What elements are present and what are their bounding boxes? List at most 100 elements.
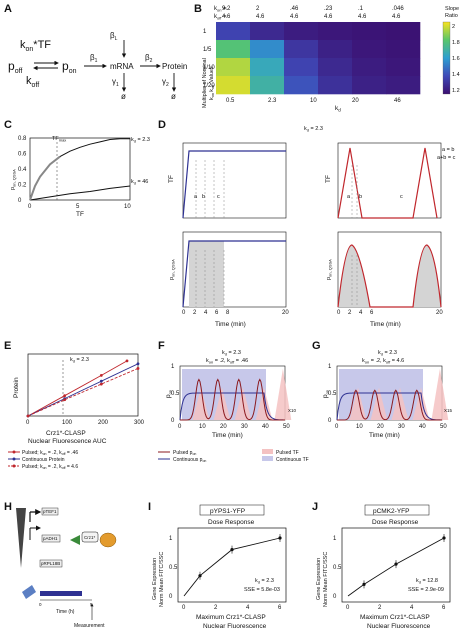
heatmap-cell (318, 76, 353, 95)
j-data-point (362, 582, 366, 587)
panel-f-x10: X10 (288, 408, 297, 413)
panel-g-xlabel: Time (min) (369, 432, 400, 439)
svg-text:konkoffValues: konkoffValues (209, 66, 215, 100)
panel-f-label: F (158, 340, 165, 352)
mrna-label: mRNA (110, 62, 134, 71)
heatmap-cell (216, 58, 251, 77)
panel-e-kd: kd = 2.3 (70, 357, 89, 364)
panel-e-x-tick: 0 (26, 420, 30, 426)
panel-b-label: B (194, 3, 202, 15)
heatmap-cell (250, 58, 285, 77)
colorbar-tick: 1.8 (452, 40, 460, 46)
g-x-tick: 20 (377, 424, 384, 430)
svg-text:0: 0 (39, 602, 42, 607)
ptef1-box (41, 507, 59, 516)
panel-e-x-tick: 100 (62, 420, 73, 426)
heatmap-cell (318, 58, 353, 77)
panel-i-axes (177, 527, 287, 603)
g-x-tick: 0 (335, 424, 339, 430)
panel-d: D kd = 2.3 a = b a+b = c a b c TF a b c … (158, 119, 456, 328)
svg-text:β2: β2 (145, 53, 153, 64)
g-x-tick: 10 (356, 424, 363, 430)
d-pulsed-pon (337, 244, 442, 308)
panel-e-point (26, 414, 30, 418)
panel-j-subtitle: Dose Response (372, 519, 419, 526)
panel-e-xlabel-2: Nuclear Fluorescence AUC (28, 438, 107, 445)
d-pulsed-tf (337, 147, 438, 219)
colorbar-tick: 1.4 (452, 72, 460, 78)
panel-f-continuous-pon (179, 392, 286, 421)
i-fit-line (183, 537, 281, 597)
f-x-tick: 50 (283, 424, 290, 430)
panel-i-label: I (148, 501, 151, 513)
f-x-tick: 20 (220, 424, 227, 430)
heatmap-x-tick: 10 (310, 98, 317, 104)
panel-i-ylabel-1: Gene Expression (152, 558, 158, 600)
kon-symbol: k (20, 39, 26, 51)
d-pon-ylabel-left: pon, QSSA (169, 259, 176, 280)
heatmap-x-tick: 2.3 (268, 98, 277, 104)
heatmap-cell (216, 40, 251, 59)
pulsed-tf-peak (274, 368, 292, 420)
heatmap-cell (318, 22, 353, 41)
heatmap-cell (250, 22, 285, 41)
padh1-label: pADH1 (43, 536, 58, 541)
green-arrow-icon (70, 535, 80, 545)
heatmap-cell (284, 22, 319, 41)
d-continuous-pon (182, 240, 286, 308)
panel-g-title-1: kd = 2.3 (378, 350, 397, 357)
i-data-point (198, 574, 202, 578)
panel-i-y-ticks: 00.51 (169, 536, 178, 600)
panel-c-y-tick: 0.4 (18, 167, 27, 173)
f-x-tick: 10 (199, 424, 206, 430)
d-left-x-tick: 8 (226, 310, 230, 316)
panel-g-x15: X15 (444, 408, 453, 413)
pulsed-tf-peak (431, 368, 449, 420)
panel-c-x-tick: 10 (124, 204, 131, 210)
panel-e-point (99, 374, 103, 377)
panel-c-x-tick: 5 (76, 204, 80, 210)
j-y-tick: 0.5 (333, 565, 342, 571)
j-y-tick: 1 (333, 536, 337, 542)
kon-values-row: 9.2 2 .46 .23 .1 .046 (222, 6, 404, 12)
panel-e-series-line (27, 363, 139, 417)
p-on: pon (62, 59, 77, 75)
colorbar-title: Slope (445, 6, 459, 12)
i-x-tick: 2 (214, 605, 218, 611)
panel-i-sse: SSE = 5.8e-03 (244, 587, 280, 593)
panel-f-pulsed-tf (192, 368, 292, 420)
g-x-tick: 50 (440, 424, 447, 430)
panel-i-xlabel-2: Nuclear Fluorescence (203, 623, 267, 630)
heatmap-cell (352, 22, 387, 41)
panel-c-x-ticks: 0 5 10 (28, 204, 131, 210)
measurement-label: Measurement (74, 623, 105, 629)
panel-f-xlabel: Time (min) (212, 432, 243, 439)
kd-46-label: kd = 46 (131, 179, 148, 186)
heatmap-cell (352, 58, 387, 77)
j-data-point (394, 562, 398, 566)
heatmap-cell (386, 22, 421, 41)
pulsed-tf-peak (391, 387, 409, 420)
d-left-x-tick: 4 (204, 310, 208, 316)
d-right-x-tick: 2 (348, 310, 352, 316)
panel-e-xlabel-1: Crz1*-CLASP (46, 430, 86, 437)
panel-g-label: G (312, 340, 321, 352)
heatmap-cell (318, 40, 353, 59)
panel-c: C TFmax kd = 2.3 kd = 46 0 0.2 0.4 0.6 0.8 0… (4, 119, 150, 218)
panel-e-point (136, 362, 140, 366)
d-right-x-tick: 0 (337, 310, 341, 316)
legend-a-eq-b: a = b (442, 147, 454, 153)
time-label: Time (h) (56, 609, 75, 615)
panel-e-point (125, 359, 129, 363)
panel-g-ylabel: pon (322, 390, 330, 398)
d-left-x-tick: 20 (282, 310, 289, 316)
colorbar (442, 21, 451, 95)
j-fit-line (347, 537, 445, 597)
crz1-label: Crz1* (84, 535, 96, 540)
panel-i-subtitle: Dose Response (208, 519, 255, 526)
heatmap-cell (284, 58, 319, 77)
d-tf-ylabel-right: TF (325, 175, 332, 183)
d-right-x-ticks: 0 2 4 6 20 (337, 310, 443, 316)
panel-j-label: J (312, 501, 318, 513)
